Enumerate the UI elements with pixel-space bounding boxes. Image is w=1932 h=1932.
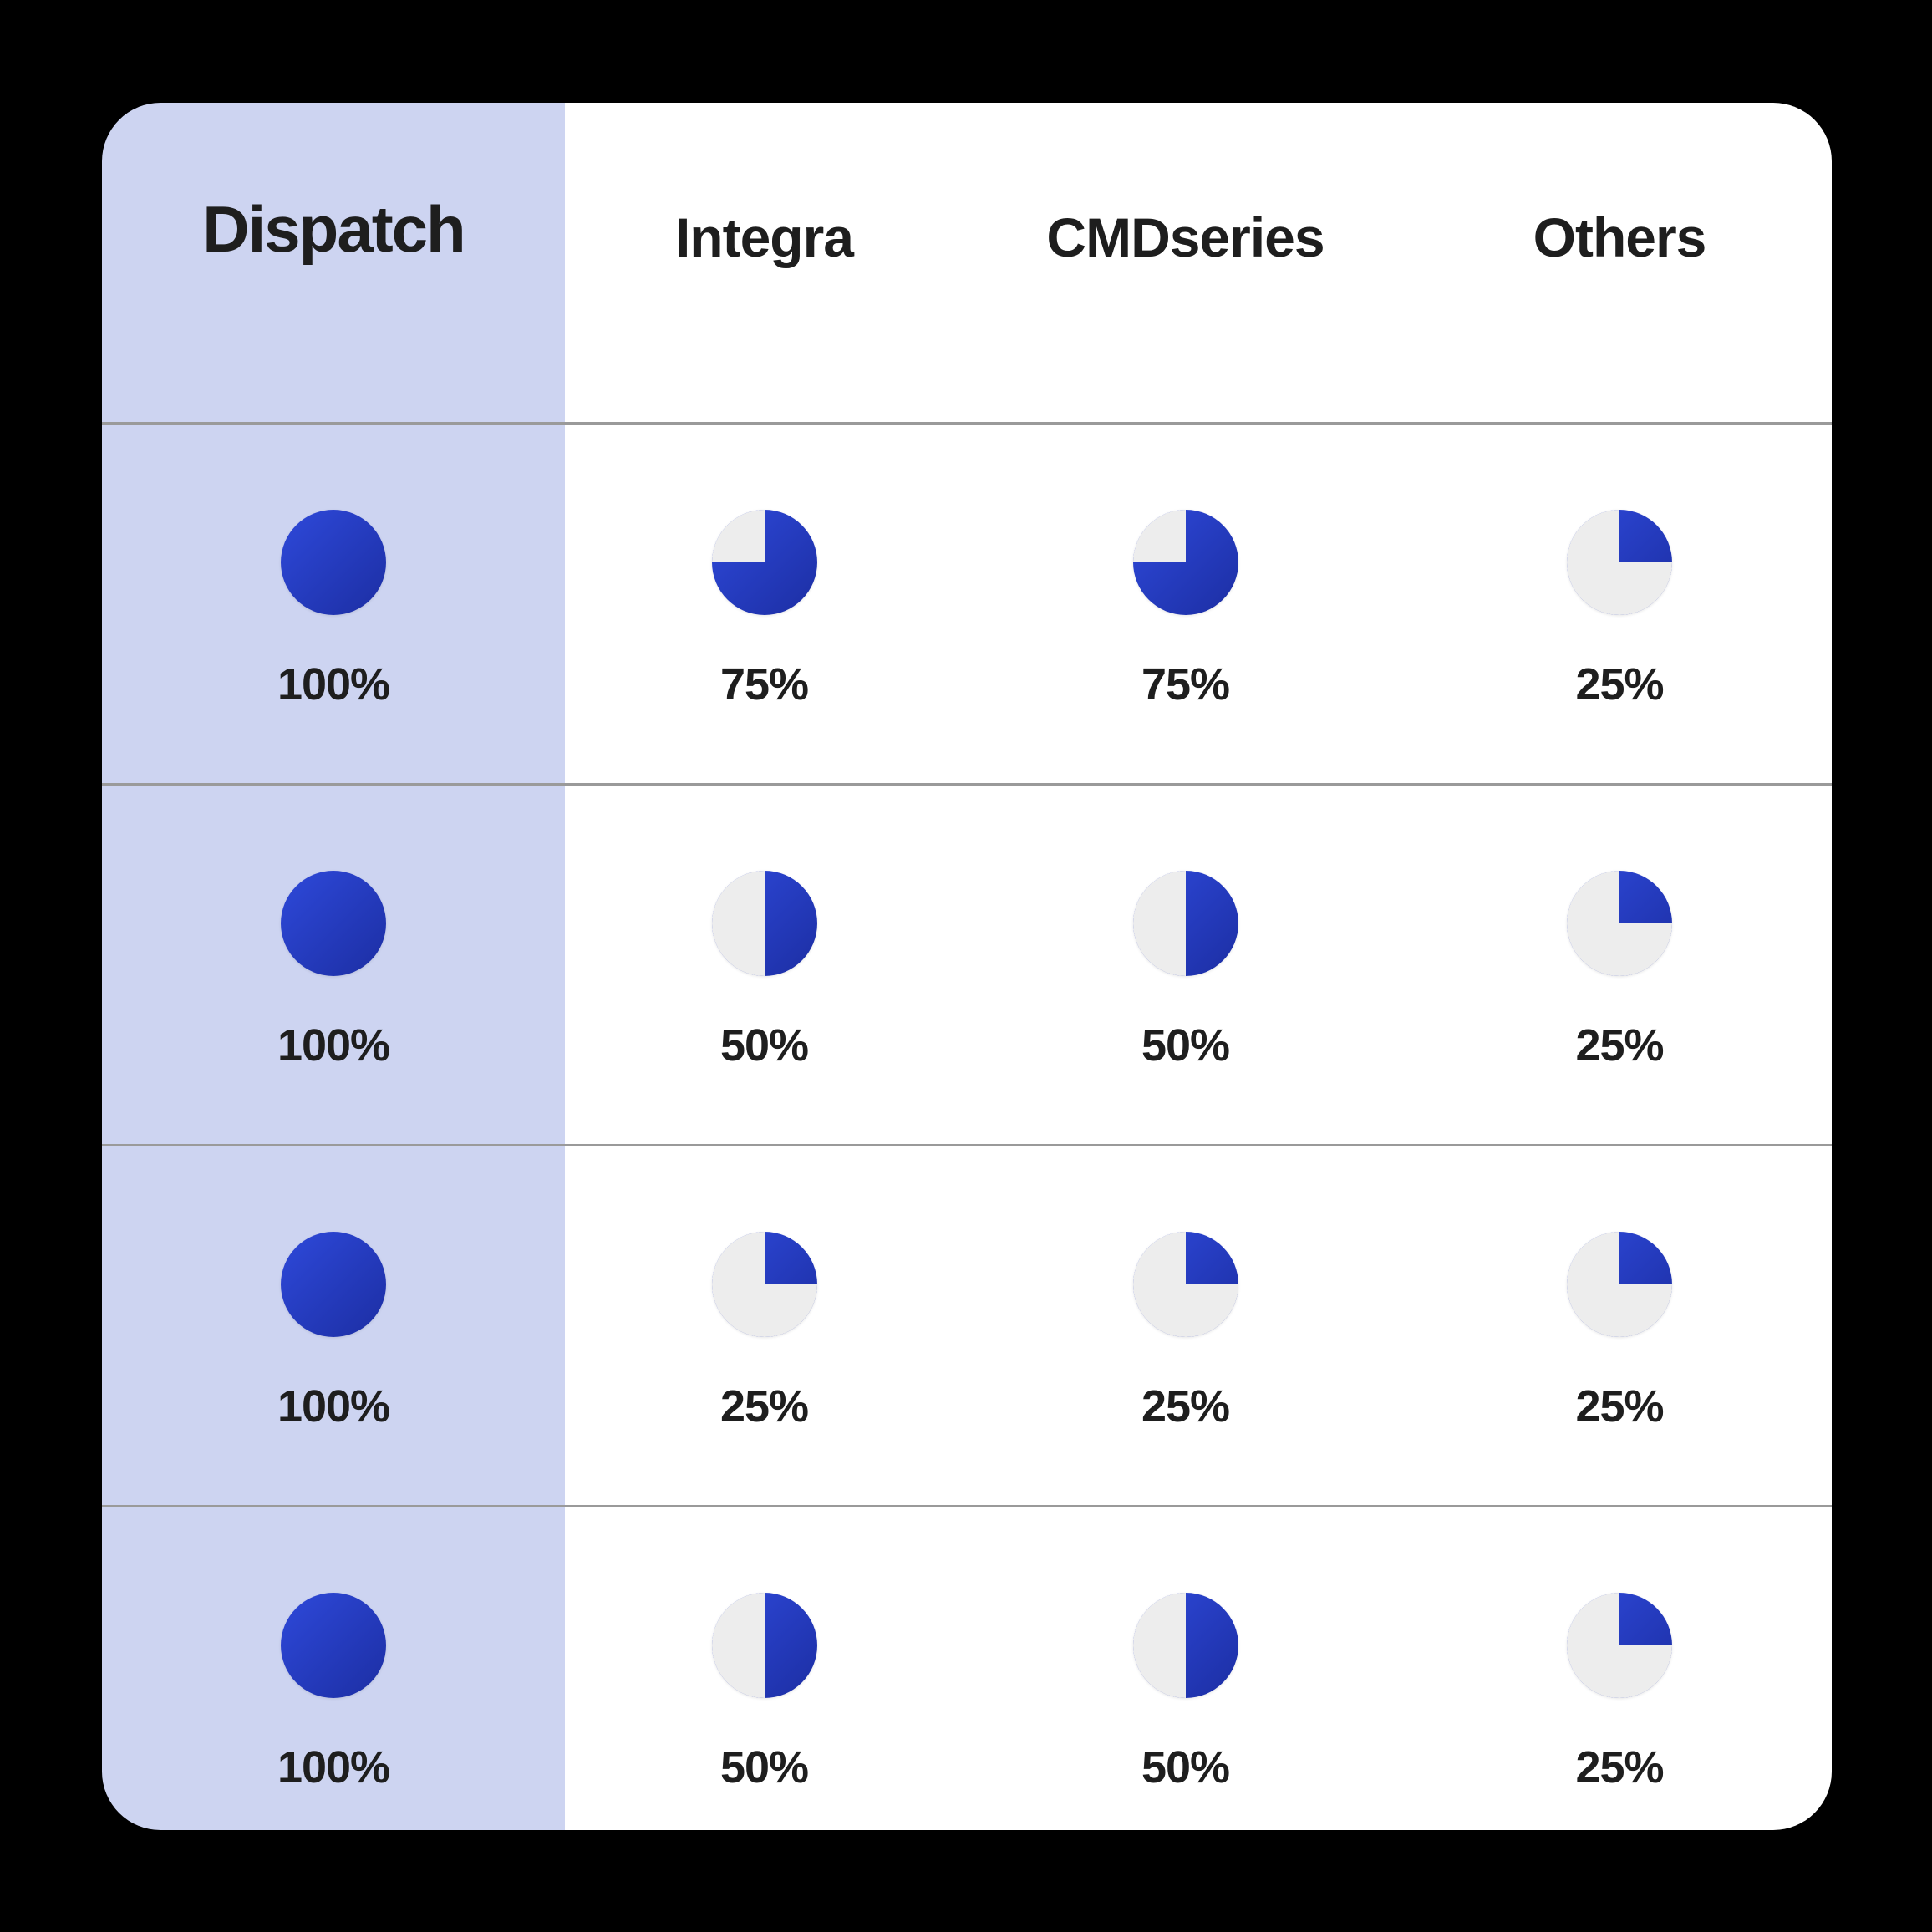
cell-r4-cmdseries: 50% [963,1507,1407,1830]
pie-chart-icon-r4-integra [711,1593,817,1698]
comparison-table-card: Dispatch Integra CMDseries Others 100% 7… [102,103,1832,1830]
pie-chart-icon-r3-dispatch [281,1232,386,1337]
percent-label: 25% [1575,1020,1664,1070]
table-row-1: 100% 75% 75% 25% [102,422,1832,783]
pie-chart-icon-r2-cmdseries [1132,871,1238,976]
cell-r2-integra: 50% [565,786,963,1144]
percent-label: 100% [277,1020,390,1070]
column-header-cmdseries: CMDseries [963,103,1407,422]
column-header-label: Integra [674,206,854,268]
column-header-label: Others [1533,206,1707,268]
column-header-dispatch: Dispatch [102,103,565,422]
pie-chart-icon-r3-others [1567,1232,1672,1337]
pie-chart-icon-r4-others [1567,1593,1672,1698]
percent-label: 100% [277,1742,390,1792]
percent-label: 100% [277,1381,390,1431]
percent-label: 50% [1141,1742,1230,1792]
cell-r3-others: 25% [1407,1146,1832,1505]
table-row-3: 100% 25% 25% 25% [102,1144,1832,1505]
pie-chart-icon-r1-others [1567,510,1672,615]
pie-chart-icon-r2-dispatch [281,871,386,976]
cell-r1-cmdseries: 75% [963,425,1407,783]
cell-r2-cmdseries: 50% [963,786,1407,1144]
cell-r1-integra: 75% [565,425,963,783]
pie-chart-icon-r4-cmdseries [1132,1593,1238,1698]
cell-r1-others: 25% [1407,425,1832,783]
percent-label: 50% [1141,1020,1230,1070]
percent-label: 25% [1141,1381,1230,1431]
column-header-integra: Integra [565,103,963,422]
pie-chart-icon-r1-cmdseries [1132,510,1238,615]
cell-r4-dispatch: 100% [102,1507,565,1830]
percent-label: 100% [277,659,390,709]
column-header-others: Others [1407,103,1832,422]
percent-label: 50% [719,1020,809,1070]
cell-r2-others: 25% [1407,786,1832,1144]
column-header-label: CMDseries [1046,206,1324,268]
pie-chart-icon-r1-integra [711,510,817,615]
pie-chart-icon-r4-dispatch [281,1593,386,1698]
percent-label: 75% [1141,659,1230,709]
header-row: Dispatch Integra CMDseries Others [102,103,1832,422]
percent-label: 25% [1575,1742,1664,1792]
pie-chart-icon-r3-cmdseries [1132,1232,1238,1337]
pie-chart-icon-r3-integra [711,1232,817,1337]
percent-label: 50% [719,1742,809,1792]
percent-label: 25% [1575,659,1664,709]
cell-r4-integra: 50% [565,1507,963,1830]
column-header-label: Dispatch [202,192,465,266]
cell-r3-cmdseries: 25% [963,1146,1407,1505]
table-row-4: 100% 50% 50% 25% [102,1505,1832,1830]
pie-chart-icon-r1-dispatch [281,510,386,615]
cell-r3-dispatch: 100% [102,1146,565,1505]
pie-chart-icon-r2-integra [711,871,817,976]
cell-r1-dispatch: 100% [102,425,565,783]
cell-r2-dispatch: 100% [102,786,565,1144]
percent-label: 25% [1575,1381,1664,1431]
table-row-2: 100% 50% 50% 25% [102,783,1832,1144]
cell-r3-integra: 25% [565,1146,963,1505]
pie-chart-icon-r2-others [1567,871,1672,976]
percent-label: 75% [719,659,809,709]
cell-r4-others: 25% [1407,1507,1832,1830]
percent-label: 25% [719,1381,809,1431]
